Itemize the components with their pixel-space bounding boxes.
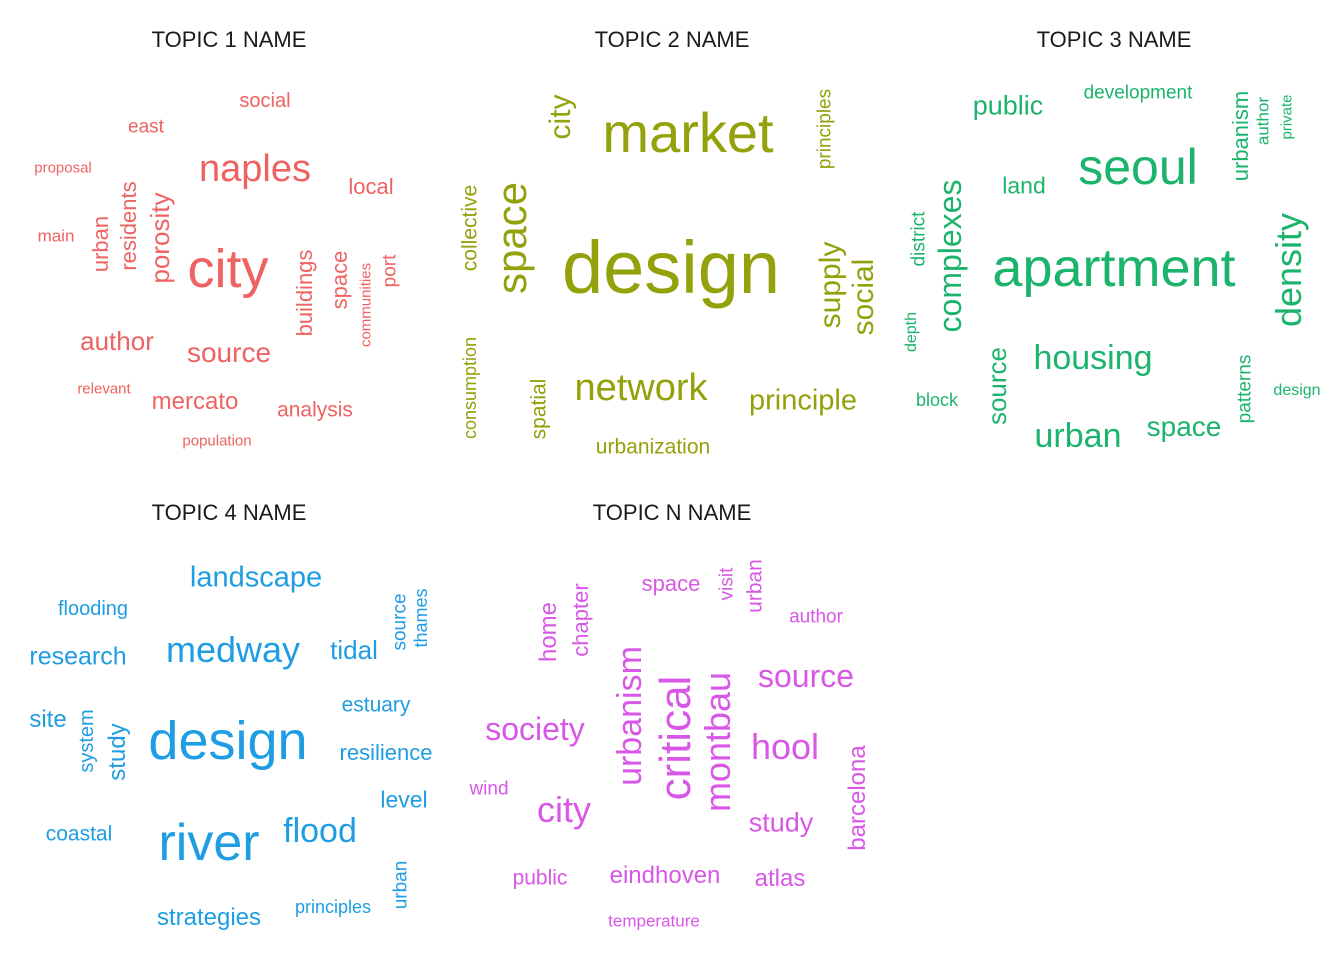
word: resilience: [339, 740, 433, 765]
word: proposal: [34, 159, 92, 177]
topic-title: TOPIC 3 NAME: [1036, 27, 1192, 52]
word: apartment: [992, 238, 1236, 298]
word: land: [1002, 172, 1046, 199]
word: visit: [716, 567, 738, 601]
word: design: [561, 226, 781, 309]
topic-title: TOPIC 1 NAME: [151, 27, 307, 52]
word: city: [537, 789, 591, 830]
word: chapter: [568, 583, 593, 657]
word: landscape: [189, 561, 323, 594]
word: principles: [294, 897, 372, 917]
word: montbau: [697, 671, 738, 813]
word: urbanism: [1228, 90, 1253, 182]
word: hool: [750, 726, 820, 767]
word: district: [908, 211, 930, 267]
word: source: [757, 658, 855, 694]
word: author: [80, 326, 154, 356]
word: level: [380, 786, 428, 813]
word: home: [535, 601, 562, 663]
topic-title: TOPIC N NAME: [592, 500, 752, 525]
word: coastal: [45, 822, 113, 846]
word: complexes: [932, 179, 968, 333]
word: urbanization: [595, 435, 711, 459]
word: research: [29, 642, 127, 671]
word: flood: [283, 812, 357, 850]
word: population: [182, 432, 252, 450]
word: city: [187, 239, 269, 299]
word: housing: [1033, 339, 1153, 377]
topic-title: TOPIC 4 NAME: [151, 500, 307, 525]
word-cloud-topic-n: TOPIC N NAME space visit urban author ho…: [469, 500, 871, 931]
word: social: [239, 90, 291, 112]
word: main: [37, 226, 75, 246]
word: mercato: [151, 388, 239, 415]
word: urban: [1034, 417, 1122, 455]
word: study: [748, 807, 814, 838]
word: naples: [199, 148, 311, 190]
word-cloud-topic-2: TOPIC 2 NAME city market principles coll…: [0, 0, 896, 480]
word: patterns: [1234, 354, 1256, 424]
word-cloud-topic-1: TOPIC 1 NAME social east naples proposal…: [0, 0, 448, 480]
word: strategies: [156, 904, 262, 931]
word: development: [1083, 82, 1193, 104]
word: space: [641, 571, 701, 596]
word: temperature: [608, 911, 700, 931]
word: space: [1146, 411, 1222, 442]
word: atlas: [754, 865, 806, 892]
word: public: [972, 90, 1044, 121]
word: critical: [651, 675, 700, 801]
word: east: [128, 116, 164, 138]
word: private: [1278, 94, 1296, 140]
word: barcelona: [844, 745, 871, 851]
word: tidal: [330, 635, 378, 665]
word: market: [602, 101, 774, 164]
word: estuary: [341, 693, 411, 717]
word: wind: [469, 778, 509, 800]
word: river: [158, 814, 260, 872]
word: eindhoven: [609, 862, 721, 889]
word-cloud-topic-4: TOPIC 4 NAME landscape flooding source t…: [0, 0, 448, 960]
word: design: [148, 711, 308, 771]
word: seoul: [1078, 139, 1198, 195]
word: society: [485, 711, 585, 747]
word: local: [348, 174, 394, 199]
word: source: [982, 346, 1012, 426]
word-cloud-topic-3: TOPIC 3 NAME public development urbanism…: [903, 27, 1321, 455]
word: urbanism: [611, 646, 649, 786]
word: principle: [749, 384, 857, 417]
word: network: [574, 367, 708, 409]
word: flooding: [57, 598, 129, 620]
word: source: [186, 337, 272, 368]
word: author: [789, 606, 843, 628]
word: density: [1268, 212, 1309, 328]
topic-title: TOPIC 2 NAME: [594, 27, 750, 52]
word: analysis: [277, 398, 353, 422]
word: author: [1253, 96, 1273, 146]
word: medway: [165, 629, 301, 670]
word: public: [512, 866, 568, 890]
word: urban: [743, 559, 767, 613]
word: site: [29, 706, 67, 733]
word: design: [1273, 382, 1321, 399]
word: depth: [903, 311, 920, 353]
word: relevant: [77, 380, 131, 398]
word: block: [915, 390, 959, 410]
